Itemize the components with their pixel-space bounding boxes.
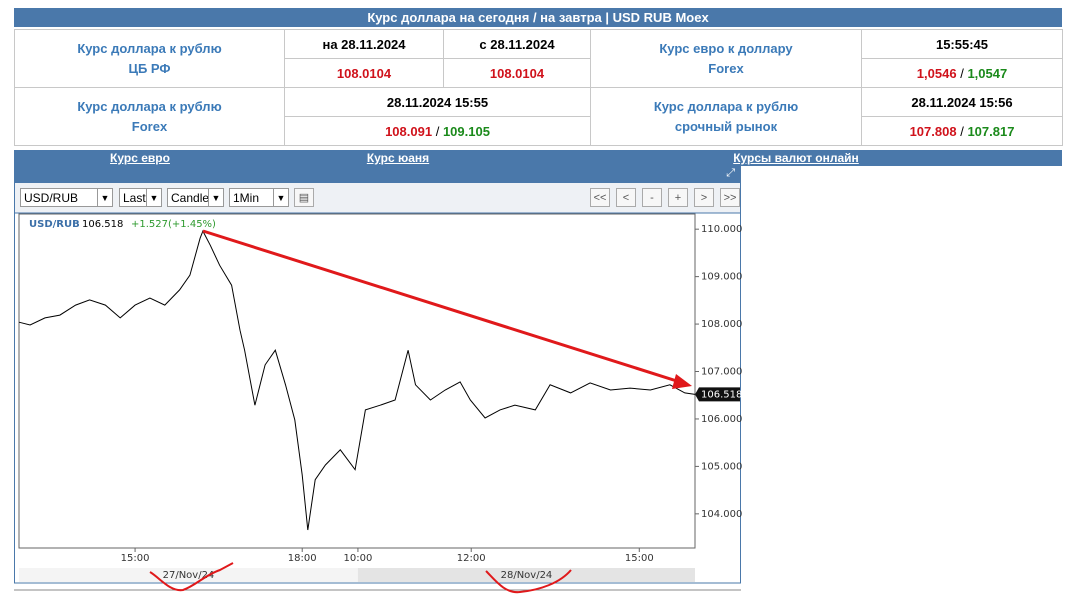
last-price-tag — [695, 387, 740, 402]
widget-bar: ⤢ — [14, 166, 741, 183]
y-tick-label: 107.000 — [701, 367, 742, 378]
links-bar: Курс евро Курс юаня Курсы валют онлайн — [14, 150, 1062, 166]
annotation-squiggle — [485, 569, 572, 594]
label: ЦБ РФ — [128, 60, 171, 76]
link[interactable]: Курс юаня — [366, 151, 430, 165]
label: срочный рынок — [674, 118, 778, 134]
price-line — [18, 229, 696, 531]
y-tick-label: 110.000 — [701, 224, 742, 235]
legend-last: 106.518 — [82, 219, 123, 230]
pair: 108.091 / 109.105 — [284, 116, 591, 146]
select[interactable]: 1Min ▼ — [229, 188, 289, 207]
header-title: Курс доллара на сегодня / на завтра | US… — [14, 8, 1062, 27]
bid: 1,0546 — [916, 65, 957, 81]
nav-button[interactable]: - — [642, 188, 662, 207]
select-text: USD/RUB — [24, 191, 79, 205]
toolbar: USD/RUB ▼ Last ▼ Candle ▼ 1Min ▼ ▤ << < - + … — [14, 183, 741, 213]
nav-button[interactable]: < — [616, 188, 636, 207]
nav-button[interactable]: + — [668, 188, 688, 207]
cell: 108.0104 — [443, 58, 591, 88]
nav-button[interactable]: >> — [720, 188, 740, 207]
legend-change: +1.527(+1.45%) — [131, 219, 216, 230]
chart-frame — [14, 212, 741, 584]
ask: 109.105 — [442, 123, 490, 139]
select-text: Candle — [171, 191, 210, 205]
annotation-squiggle — [149, 562, 234, 592]
select-text: Last — [123, 191, 146, 205]
legend-symbol: USD/RUB — [29, 219, 80, 230]
ask: 1,0547 — [967, 65, 1008, 81]
cell: 28.11.2024 15:56 — [861, 87, 1063, 117]
y-tick-label: 104.000 — [701, 509, 742, 520]
sep: / — [960, 65, 964, 81]
link[interactable]: Курс евро — [110, 151, 170, 165]
x-tick-label: 15:00 — [121, 553, 150, 564]
ask: 107.817 — [967, 123, 1015, 139]
annotation-arrow — [202, 229, 681, 384]
last-price-label: 106.518 — [701, 389, 742, 400]
label: Forex — [131, 118, 168, 134]
expand-icon[interactable]: ⤢ — [726, 167, 735, 179]
x-tick-label: 18:00 — [288, 553, 317, 564]
date-band — [19, 568, 358, 582]
x-tick-label: 10:00 — [344, 553, 373, 564]
bid: 107.808 — [909, 123, 957, 139]
select-text: 1Min — [233, 191, 260, 205]
nav-button[interactable]: > — [694, 188, 714, 207]
link[interactable]: Курсы валют онлайн — [733, 151, 859, 165]
bid: 108.091 — [385, 123, 433, 139]
nav-button[interactable]: << — [590, 188, 610, 207]
label: Курс доллара к рублю — [653, 98, 799, 114]
date-label: 27/Nov/24 — [163, 570, 215, 581]
sep: / — [960, 123, 964, 139]
y-tick-label: 109.000 — [701, 272, 742, 283]
label: Курс доллара к рублю — [77, 40, 222, 56]
annotation-arrowhead — [672, 374, 692, 389]
label: Курс доллара к рублю — [77, 98, 222, 114]
cell: 108.0104 — [284, 58, 444, 88]
cell: на 28.11.2024 — [284, 29, 444, 59]
x-tick-label: 12:00 — [457, 553, 486, 564]
cell: 28.11.2024 15:55 — [284, 87, 591, 117]
y-tick-label: 108.000 — [701, 319, 742, 330]
x-tick-label: 15:00 — [625, 553, 654, 564]
select[interactable]: Last ▼ — [119, 188, 162, 207]
label: Forex — [708, 60, 744, 76]
label: Курс евро к доллару — [659, 40, 793, 56]
pair: 107.808 / 107.817 — [861, 116, 1063, 146]
date-label: 28/Nov/24 — [501, 570, 553, 581]
plot-area — [18, 213, 696, 549]
rates-table: Курс доллара к рублю ЦБ РФ на 28.11.2024 … — [14, 29, 1063, 146]
y-tick-label: 105.000 — [701, 461, 742, 472]
y-tick-label: 106.000 — [701, 414, 742, 425]
sep: / — [435, 123, 440, 139]
date-band — [357, 568, 695, 582]
select[interactable]: USD/RUB ▼ — [20, 188, 113, 207]
select[interactable]: Candle ▼ — [167, 188, 224, 207]
settings-button[interactable]: ▤ — [294, 188, 314, 207]
cell: 15:55:45 — [861, 29, 1063, 59]
